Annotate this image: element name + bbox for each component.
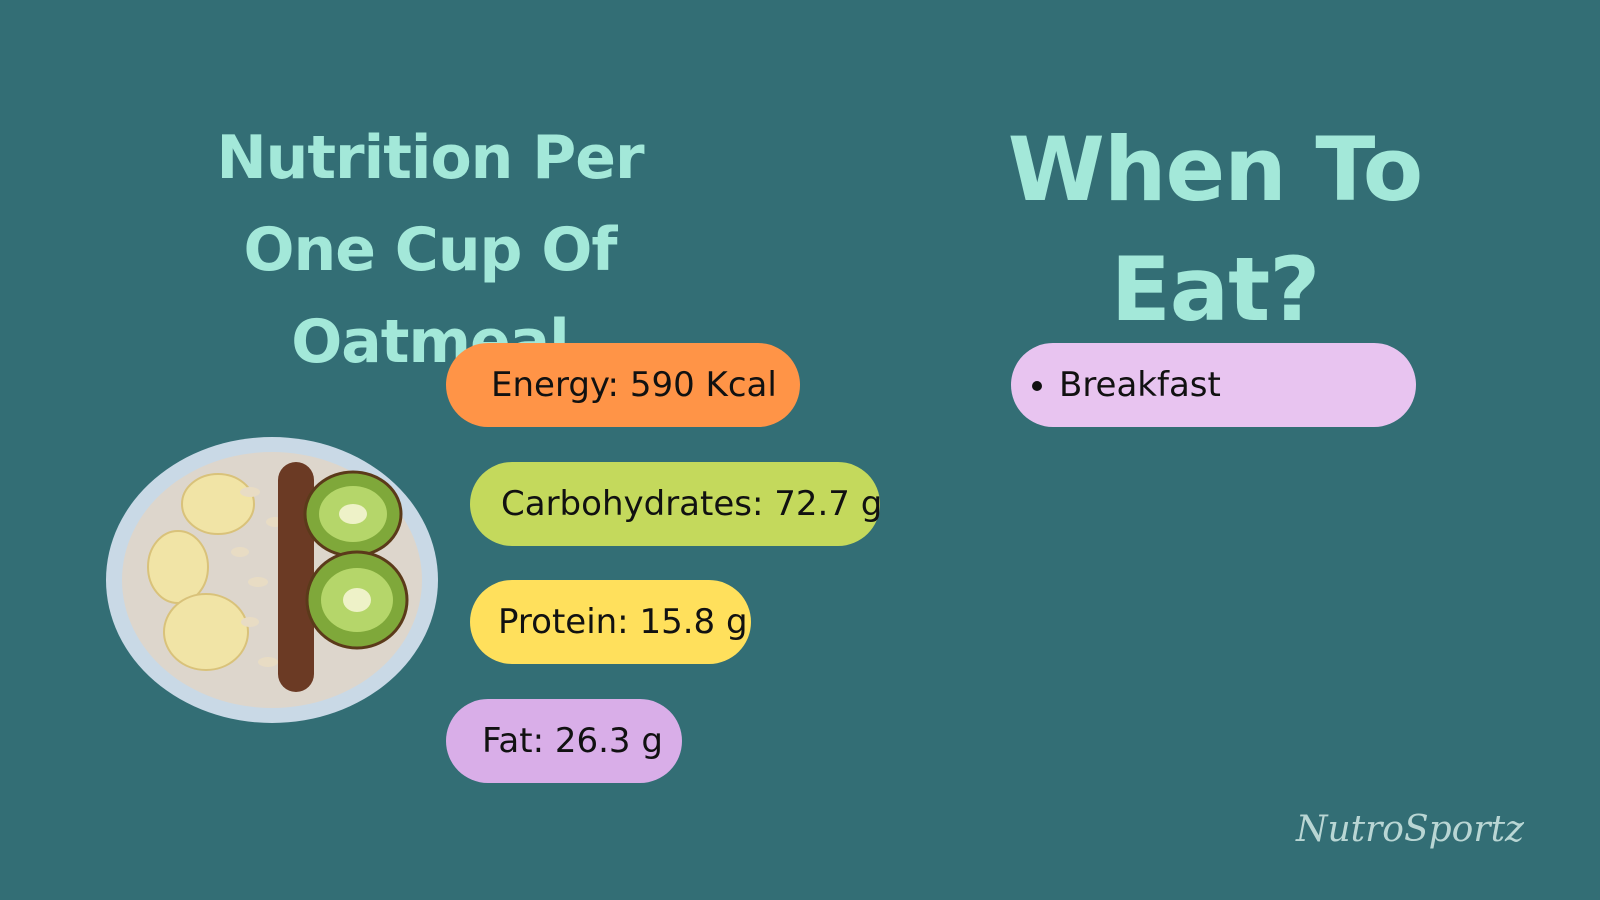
protein-pill: Protein: 15.8 g xyxy=(470,580,751,664)
brand-logo: NutroSportz xyxy=(1295,809,1524,850)
energy-pill: Energy: 590 Kcal xyxy=(446,343,800,427)
nutrition-title: Nutrition Per One Cup Of Oatmeal xyxy=(216,123,644,377)
oatmeal-bowl xyxy=(106,437,438,723)
carbs-pill: Carbohydrates: 72.7 g xyxy=(470,462,882,546)
when-list: Breakfast xyxy=(1019,365,1221,405)
fat-pill: Fat: 26.3 g xyxy=(446,699,682,783)
when-title: When To Eat? xyxy=(1007,118,1423,341)
when-item: Breakfast xyxy=(1059,365,1221,405)
breakfast-pill: Breakfast xyxy=(1011,343,1416,427)
